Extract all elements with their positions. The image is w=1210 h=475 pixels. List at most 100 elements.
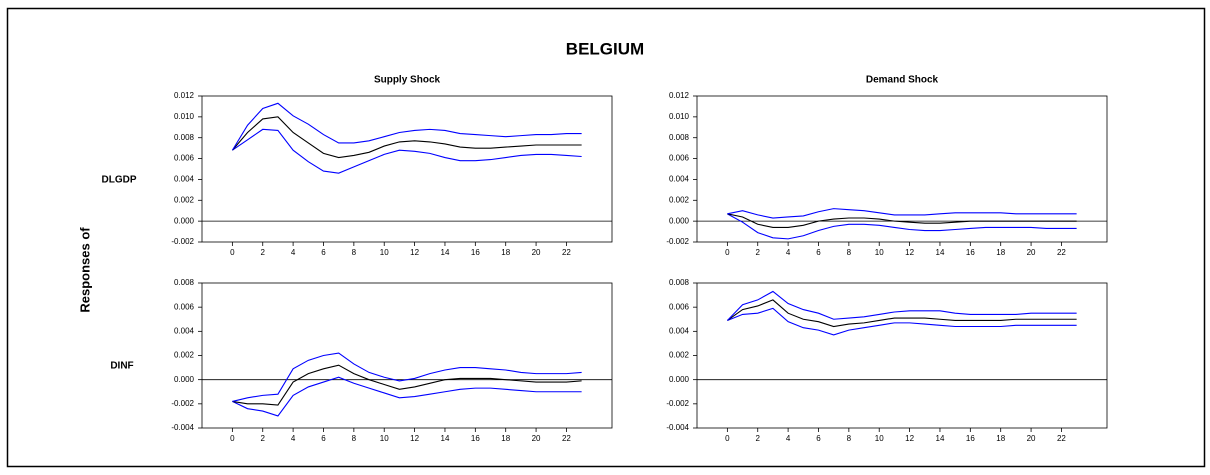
x-tick-label: 4	[786, 248, 791, 257]
x-tick-label: 10	[875, 434, 884, 443]
x-tick-label: 12	[410, 248, 419, 257]
x-tick-label: 2	[261, 434, 266, 443]
y-tick-label: 0.000	[669, 216, 690, 225]
y-tick-label: -0.002	[171, 399, 194, 408]
y-axis-label: Responses of	[77, 227, 92, 313]
response-line	[232, 352, 582, 402]
y-tick-label: 0.008	[669, 278, 690, 287]
response-line	[727, 208, 1077, 219]
x-tick-label: 0	[725, 248, 730, 257]
x-tick-label: 16	[966, 434, 975, 443]
y-tick-label: -0.004	[666, 423, 689, 432]
x-tick-label: 14	[441, 248, 450, 257]
x-tick-label: 4	[786, 434, 791, 443]
x-tick-label: 0	[230, 434, 235, 443]
y-tick-label: 0.006	[669, 154, 690, 163]
response-line	[727, 213, 1077, 228]
x-tick-label: 14	[936, 248, 945, 257]
x-tick-label: 10	[380, 248, 389, 257]
x-tick-label: 22	[1057, 434, 1066, 443]
x-tick-label: 20	[1027, 248, 1036, 257]
plot-frame	[201, 95, 613, 243]
y-tick-label: 0.000	[174, 375, 195, 384]
y-tick-label: 0.004	[174, 326, 195, 335]
x-tick-label: 20	[1027, 434, 1036, 443]
y-tick-label: 0.008	[669, 133, 690, 142]
response-line	[727, 213, 1077, 240]
x-tick-label: 16	[471, 248, 480, 257]
response-line	[727, 307, 1077, 336]
x-tick-label: 22	[562, 434, 571, 443]
x-tick-label: 6	[321, 434, 326, 443]
plot-frame	[696, 95, 1108, 243]
frame	[6, 7, 1206, 468]
x-tick-label: 2	[756, 248, 761, 257]
x-tick-label: 8	[847, 248, 852, 257]
y-tick-label: 0.010	[174, 112, 195, 121]
y-tick-label: 0.006	[174, 302, 195, 311]
y-tick-label: 0.010	[669, 112, 690, 121]
y-tick-label: 0.008	[174, 133, 195, 142]
y-tick-label: -0.002	[666, 399, 689, 408]
y-tick-label: 0.000	[669, 375, 690, 384]
x-tick-label: 18	[501, 248, 510, 257]
x-tick-label: 0	[230, 248, 235, 257]
row-label: DINF	[110, 361, 133, 372]
response-line	[232, 364, 582, 406]
y-tick-label: 0.006	[174, 154, 195, 163]
x-tick-label: 6	[816, 248, 821, 257]
y-tick-label: 0.004	[669, 175, 690, 184]
x-tick-label: 4	[291, 248, 296, 257]
x-tick-label: 12	[905, 434, 914, 443]
y-tick-label: 0.002	[669, 195, 690, 204]
y-tick-label: 0.004	[174, 175, 195, 184]
x-tick-label: 0	[725, 434, 730, 443]
y-tick-label: 0.012	[669, 91, 690, 100]
response-line	[231, 116, 582, 159]
response-line	[232, 128, 582, 174]
x-tick-label: 2	[261, 248, 266, 257]
x-tick-label: 8	[847, 434, 852, 443]
y-tick-label: 0.002	[174, 195, 195, 204]
x-tick-label: 18	[996, 434, 1005, 443]
x-tick-label: 20	[532, 434, 541, 443]
y-tick-label: -0.004	[171, 423, 194, 432]
x-tick-label: 18	[996, 248, 1005, 257]
y-tick-label: -0.002	[171, 237, 194, 246]
y-tick-label: 0.000	[174, 216, 195, 225]
x-tick-label: 18	[501, 434, 510, 443]
y-tick-label: -0.002	[666, 237, 689, 246]
x-tick-label: 4	[291, 434, 296, 443]
x-tick-label: 12	[410, 434, 419, 443]
y-tick-label: 0.008	[174, 278, 195, 287]
y-tick-label: 0.002	[669, 351, 690, 360]
y-tick-label: 0.006	[669, 302, 690, 311]
x-tick-label: 22	[1057, 248, 1066, 257]
x-tick-label: 16	[966, 248, 975, 257]
x-tick-label: 8	[352, 248, 357, 257]
y-tick-label: 0.004	[669, 326, 690, 335]
panel-title: Supply Shock	[374, 75, 441, 86]
x-tick-label: 14	[936, 434, 945, 443]
response-line	[231, 102, 582, 151]
main-title: BELGIUM	[566, 39, 644, 58]
x-tick-label: 8	[352, 434, 357, 443]
y-tick-label: 0.002	[174, 351, 195, 360]
row-label: DLGDP	[102, 175, 137, 186]
x-tick-label: 14	[441, 434, 450, 443]
response-line	[726, 290, 1077, 321]
x-tick-label: 12	[905, 248, 914, 257]
response-line	[232, 376, 582, 417]
panel-title: Demand Shock	[866, 75, 939, 86]
x-tick-label: 22	[562, 248, 571, 257]
x-tick-label: 6	[321, 248, 326, 257]
x-tick-label: 2	[756, 434, 761, 443]
x-tick-label: 6	[816, 434, 821, 443]
response-line	[727, 299, 1077, 328]
x-tick-label: 20	[532, 248, 541, 257]
x-tick-label: 10	[380, 434, 389, 443]
y-tick-label: 0.012	[174, 91, 195, 100]
x-tick-label: 10	[875, 248, 884, 257]
x-tick-label: 16	[471, 434, 480, 443]
